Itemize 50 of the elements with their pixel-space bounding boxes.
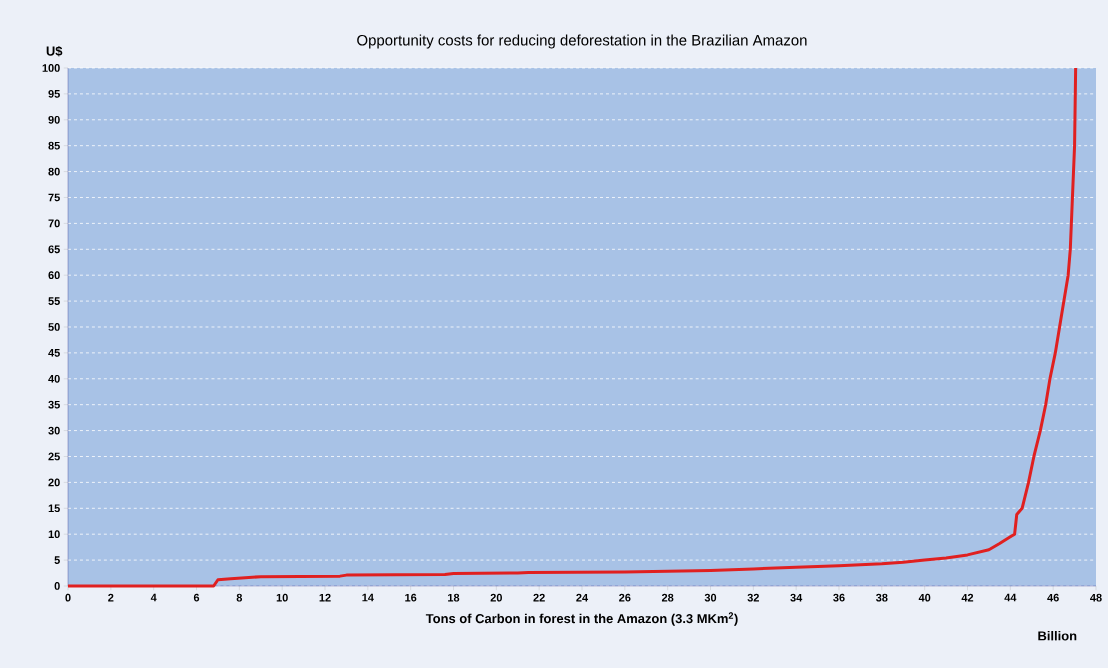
y-tick-label: 35 — [48, 400, 60, 409]
x-tick-label: 20 — [490, 593, 502, 602]
y-tick-label: 45 — [48, 349, 60, 357]
y-tick-label: 55 — [48, 297, 60, 305]
x-tick-label: 48 — [1090, 593, 1102, 602]
y-tick-label: 0 — [54, 582, 60, 590]
x-tick-label: 4 — [150, 593, 157, 602]
x-tick-label: 40 — [918, 593, 931, 602]
y-tick-label: 80 — [48, 167, 60, 176]
x-tick-label: 14 — [362, 593, 374, 602]
x-tick-label: 2 — [108, 593, 114, 602]
x-tick-label: 36 — [833, 593, 845, 602]
text: Billion — [1038, 630, 1077, 641]
x-tick-label: 18 — [448, 593, 460, 602]
x-tick-label: 8 — [236, 593, 243, 602]
y-tick-label: 60 — [48, 271, 60, 280]
x-tick-label: 10 — [276, 593, 288, 602]
y-tick-label: 40 — [48, 374, 60, 383]
y-tick-label: 85 — [48, 141, 60, 150]
y-tick-label: 20 — [48, 478, 60, 487]
x-tick-label: 22 — [533, 593, 545, 602]
x-tick-label: 42 — [961, 593, 974, 602]
x-tick-label: 38 — [875, 593, 888, 602]
y-tick-label: 10 — [48, 530, 60, 539]
y-tick-label: 75 — [48, 193, 60, 202]
chart-title: Opportunity costs for reducing deforestation in the Brazilian Amazon — [357, 34, 807, 49]
y-tick-label: 100 — [42, 64, 60, 72]
y-tick-label: 65 — [48, 245, 60, 254]
x-tick-label: 26 — [619, 593, 631, 602]
y-tick-label: 90 — [48, 115, 60, 124]
y-tick-label: 50 — [48, 323, 60, 331]
x-tick-label: 34 — [790, 593, 803, 602]
y-tick-label: 95 — [48, 90, 60, 98]
x-tick-label: 6 — [193, 593, 200, 602]
y-axis-title: U$ — [46, 45, 63, 57]
x-tick-label: 32 — [747, 593, 759, 602]
x-tick-label: 0 — [65, 593, 71, 602]
y-tick-label: 70 — [48, 219, 60, 228]
x-tick-label: 12 — [319, 593, 331, 602]
x-tick-label: 44 — [1004, 593, 1017, 602]
x-axis-title: Tons of Carbon in forest in the Amazon (3.3 MKm$^{2}$) — [425, 612, 738, 626]
x-tick-label: 46 — [1047, 593, 1059, 602]
x-tick-label: 30 — [704, 593, 717, 602]
y-tick-label: 5 — [54, 556, 60, 564]
x-tick-label: 16 — [405, 593, 417, 602]
y-tick-label: 30 — [48, 426, 60, 435]
x-tick-label: 28 — [661, 593, 674, 602]
y-tick-label: 25 — [48, 452, 60, 461]
x-tick-label: 24 — [576, 593, 589, 602]
y-tick-label: 15 — [48, 504, 60, 513]
